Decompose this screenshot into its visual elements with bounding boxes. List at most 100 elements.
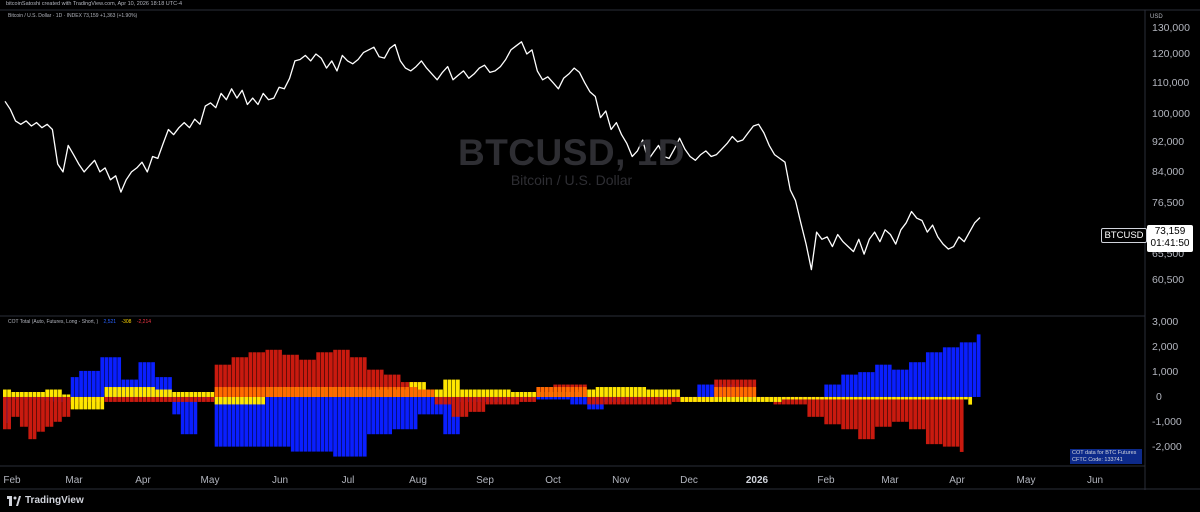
cot-bar-orange (320, 387, 325, 397)
cot-bar-blue (917, 362, 922, 397)
cot-bar-orange (235, 387, 240, 397)
cot-bar-yellow (964, 396, 968, 400)
cot-bar-orange (265, 387, 270, 397)
cot-bar-blue (104, 357, 109, 397)
cot-bar-red (828, 396, 833, 425)
cot-bar-red (853, 396, 858, 430)
tradingview-logo[interactable]: TradingView (7, 495, 84, 506)
cot-bar-orange (290, 387, 295, 397)
cot-bar-blue (354, 396, 359, 457)
symbol-legend[interactable]: Bitcoin / U.S. Dollar · 1D · INDEX 73,15… (8, 13, 138, 19)
price-tick: 60,500 (1152, 274, 1185, 287)
cot-bar-blue (91, 370, 96, 397)
cot-bar-orange (570, 387, 575, 397)
cot-bar-red (849, 396, 854, 430)
cot-bar-yellow (214, 396, 219, 405)
cot-bar-red (930, 396, 934, 445)
cot-bar-blue (273, 396, 278, 447)
cot-bar-yellow (96, 396, 100, 410)
cot-bar-yellow (11, 392, 16, 397)
cot-bar-red (396, 374, 401, 397)
cot-bar-blue (146, 362, 151, 397)
cot-bar-yellow (36, 392, 41, 397)
cot-bar-red (324, 352, 329, 397)
cot-bar-red (58, 396, 62, 422)
cot-bar-red (494, 396, 498, 405)
cot-bar-orange (743, 387, 748, 397)
cot-bar-yellow (506, 389, 511, 397)
cot-bar-red (45, 396, 50, 427)
cot-bar-orange (273, 387, 278, 397)
cot-bar-red (49, 396, 54, 427)
cot-bar-yellow (176, 392, 181, 397)
cot-bar-yellow (218, 396, 223, 405)
cot-bar-yellow (722, 396, 727, 402)
cot-bar-blue (951, 347, 956, 397)
cot-bar-red (532, 396, 536, 402)
cot-bar-red (786, 396, 790, 405)
cot-bar-red (663, 396, 668, 405)
cot-bar-blue (925, 352, 930, 397)
cot-bar-orange (248, 387, 253, 397)
cot-bar-blue (405, 396, 409, 430)
cot-bar-yellow (769, 396, 774, 402)
cot-bar-blue (74, 377, 79, 397)
cot-bar-red (172, 396, 177, 402)
cot-bar-red (286, 354, 291, 397)
cot-bar-blue (883, 364, 888, 397)
time-tick: Feb (817, 475, 835, 486)
cot-bar-blue (278, 396, 282, 447)
cot-bar-orange (752, 387, 757, 397)
symbol-tag: BTCUSD (1101, 228, 1147, 243)
cot-bar-yellow (938, 396, 943, 400)
cot-bar-blue (341, 396, 346, 457)
bar-countdown: 01:41:50 (1150, 238, 1190, 249)
cot-bar-yellow (172, 392, 177, 397)
cot-bar-blue (282, 396, 287, 447)
cot-bar-orange (566, 387, 570, 397)
credit-text: bitcoinSatoshi created with TradingView.… (6, 1, 182, 7)
cot-bar-blue (303, 396, 308, 452)
cot-bar-yellow (41, 392, 45, 397)
cot-bar-red (337, 349, 342, 397)
cot-bar-blue (159, 377, 164, 397)
cot-bar-blue (168, 377, 172, 397)
cot-tick: 1,000 (1152, 366, 1179, 379)
cot-bar-yellow (3, 389, 7, 397)
cot-bar-orange (227, 387, 232, 397)
cot-bar-red (350, 357, 354, 397)
cot-bar-yellow (604, 387, 608, 397)
cot-bar-orange (312, 387, 316, 397)
cot-bar-yellow (629, 387, 634, 397)
cot-bar-blue (290, 396, 295, 452)
cot-bar-red (193, 396, 198, 402)
cot-bar-orange (240, 387, 244, 397)
cot-bar-yellow (261, 396, 265, 405)
cot-bar-blue (701, 384, 706, 397)
cot-bar-blue (87, 370, 92, 397)
cot-bar-orange (417, 389, 422, 397)
cot-bar-red (3, 396, 7, 430)
cot-bar-red (218, 364, 223, 397)
cot-bar-blue (117, 357, 122, 397)
cot-bar-blue (549, 396, 553, 400)
cot-bar-blue (578, 396, 583, 405)
cot-bar-yellow (790, 396, 795, 400)
cot-bar-yellow (959, 396, 964, 400)
cot-bar-red (345, 349, 350, 397)
cot-bar-yellow (515, 392, 520, 397)
cot-bar-yellow (447, 379, 452, 397)
cot-bar-orange (329, 387, 333, 397)
cot-bar-yellow (832, 396, 837, 400)
cot-legend[interactable]: COT Total (Auto, Futures, Long - Short, … (8, 319, 151, 325)
cot-bar-blue (413, 396, 418, 430)
cot-bar-yellow (947, 396, 951, 400)
currency-label[interactable]: USD (1150, 14, 1163, 20)
cot-bar-red (612, 396, 617, 405)
cot-bar-blue (841, 374, 846, 397)
cot-bar-red (845, 396, 850, 430)
cot-bar-yellow (900, 396, 905, 400)
cot-bar-red (951, 396, 956, 447)
cot-bar-yellow (858, 396, 862, 400)
